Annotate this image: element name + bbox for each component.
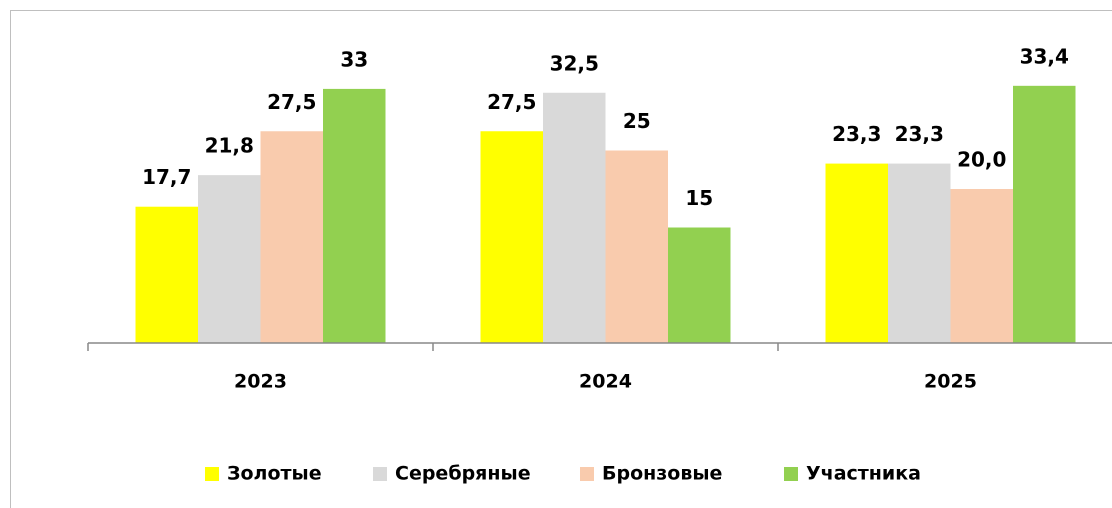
bar: [950, 189, 1013, 343]
legend-label: Участника: [806, 463, 921, 485]
data-label: 27,5: [267, 90, 316, 114]
data-label: 25: [623, 109, 651, 133]
legend-label: Бронзовые: [602, 463, 722, 485]
bar: [480, 131, 543, 343]
bar: [888, 163, 951, 343]
bar: [260, 131, 323, 343]
bar: [825, 163, 888, 343]
bar: [323, 88, 386, 344]
data-label: 21,8: [205, 134, 254, 158]
data-label: 33: [340, 47, 368, 71]
x-tick-label: 2025: [924, 371, 977, 393]
x-tick-label: 2023: [234, 371, 287, 393]
data-label: 17,7: [142, 165, 191, 189]
legend-swatch: [784, 467, 798, 481]
legend-label: Золотые: [227, 463, 322, 485]
data-label: 27,5: [487, 90, 536, 114]
bar: [135, 206, 198, 343]
bar: [543, 92, 606, 343]
legend-swatch: [373, 467, 387, 481]
data-label: 32,5: [550, 51, 599, 75]
bar: [1013, 85, 1076, 343]
legend-swatch: [205, 467, 219, 481]
x-tick-label: 2024: [579, 371, 632, 393]
data-label: 23,3: [895, 122, 944, 146]
bar: [605, 150, 668, 343]
legend-label: Серебряные: [395, 463, 531, 485]
data-label: 20,0: [957, 148, 1006, 172]
data-label: 33,4: [1020, 44, 1069, 68]
legend-swatch: [580, 467, 594, 481]
bar: [198, 175, 261, 343]
data-label: 23,3: [832, 122, 881, 146]
data-label: 15: [685, 186, 713, 210]
bar: [668, 227, 731, 343]
